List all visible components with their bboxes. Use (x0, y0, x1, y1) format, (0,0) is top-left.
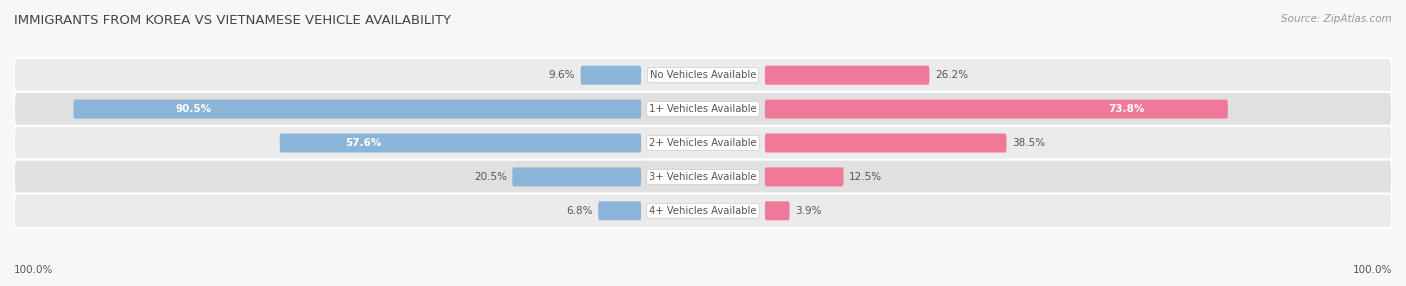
FancyBboxPatch shape (765, 134, 1007, 152)
Text: 57.6%: 57.6% (344, 138, 381, 148)
Text: Source: ZipAtlas.com: Source: ZipAtlas.com (1281, 14, 1392, 24)
FancyBboxPatch shape (14, 58, 1392, 92)
Text: 3+ Vehicles Available: 3+ Vehicles Available (650, 172, 756, 182)
Text: No Vehicles Available: No Vehicles Available (650, 70, 756, 80)
Text: IMMIGRANTS FROM KOREA VS VIETNAMESE VEHICLE AVAILABILITY: IMMIGRANTS FROM KOREA VS VIETNAMESE VEHI… (14, 14, 451, 27)
Text: 20.5%: 20.5% (474, 172, 508, 182)
FancyBboxPatch shape (765, 100, 1227, 119)
FancyBboxPatch shape (14, 160, 1392, 194)
Text: 38.5%: 38.5% (1012, 138, 1045, 148)
Text: 26.2%: 26.2% (935, 70, 967, 80)
FancyBboxPatch shape (73, 100, 641, 119)
FancyBboxPatch shape (765, 201, 790, 220)
FancyBboxPatch shape (14, 194, 1392, 228)
FancyBboxPatch shape (765, 167, 844, 186)
FancyBboxPatch shape (512, 167, 641, 186)
FancyBboxPatch shape (765, 66, 929, 85)
Text: 100.0%: 100.0% (14, 265, 53, 275)
Text: 12.5%: 12.5% (849, 172, 882, 182)
Text: 73.8%: 73.8% (1108, 104, 1144, 114)
Text: 100.0%: 100.0% (1353, 265, 1392, 275)
FancyBboxPatch shape (280, 134, 641, 152)
FancyBboxPatch shape (598, 201, 641, 220)
FancyBboxPatch shape (14, 126, 1392, 160)
Text: 4+ Vehicles Available: 4+ Vehicles Available (650, 206, 756, 216)
Text: 3.9%: 3.9% (794, 206, 821, 216)
Text: 9.6%: 9.6% (548, 70, 575, 80)
Text: 6.8%: 6.8% (567, 206, 593, 216)
FancyBboxPatch shape (581, 66, 641, 85)
Text: 1+ Vehicles Available: 1+ Vehicles Available (650, 104, 756, 114)
Text: 2+ Vehicles Available: 2+ Vehicles Available (650, 138, 756, 148)
FancyBboxPatch shape (14, 92, 1392, 126)
Text: 90.5%: 90.5% (176, 104, 212, 114)
